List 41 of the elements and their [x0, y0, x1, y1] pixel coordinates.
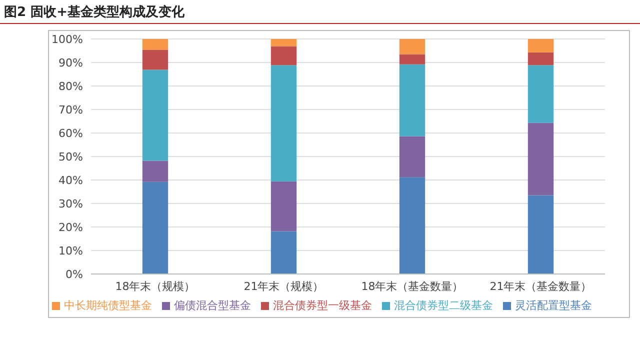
legend-label: 灵活配置型基金	[515, 299, 592, 312]
y-tick-label: 30%	[58, 197, 83, 210]
bar	[142, 182, 168, 274]
legend-label: 偏债混合型基金	[174, 299, 251, 312]
legend-label: 混合债券型二级基金	[394, 299, 493, 312]
bar	[142, 70, 168, 161]
bar	[399, 54, 426, 64]
bar	[270, 46, 297, 66]
bar	[528, 122, 554, 196]
y-tick-label: 40%	[58, 174, 83, 187]
y-tick-label: 50%	[58, 150, 83, 164]
y-tick-label: 60%	[58, 126, 83, 140]
legend-label: 混合债券型一级基金	[273, 299, 372, 312]
bar	[142, 160, 168, 182]
bar	[270, 231, 297, 274]
bar	[399, 177, 426, 274]
bar	[528, 65, 554, 123]
x-tick-label: 18年末（基金数量）	[361, 280, 464, 293]
bar	[528, 52, 554, 66]
bar	[142, 50, 168, 70]
y-tick-label: 10%	[58, 244, 83, 258]
y-tick-label: 70%	[58, 103, 83, 116]
x-tick-label: 21年末（规模）	[244, 280, 324, 293]
bar	[528, 195, 554, 274]
legend-label: 中长期纯债型基金	[64, 299, 152, 312]
y-tick-label: 100%	[52, 32, 83, 46]
x-tick-label: 21年末（基金数量）	[490, 280, 592, 293]
bar	[399, 39, 426, 54]
bar	[528, 39, 554, 52]
bar	[142, 39, 168, 50]
y-tick-label: 0%	[66, 268, 83, 281]
bar	[399, 136, 426, 178]
y-tick-label: 80%	[58, 80, 83, 93]
y-tick-label: 20%	[58, 220, 83, 234]
y-tick-label: 90%	[58, 56, 83, 70]
bar	[270, 65, 297, 182]
bar	[270, 181, 297, 232]
bar	[399, 64, 426, 136]
bar	[270, 39, 297, 46]
chart-title: 图2 固收+基金类型构成及变化	[4, 4, 184, 21]
x-tick-label: 18年末（规模）	[115, 280, 196, 293]
